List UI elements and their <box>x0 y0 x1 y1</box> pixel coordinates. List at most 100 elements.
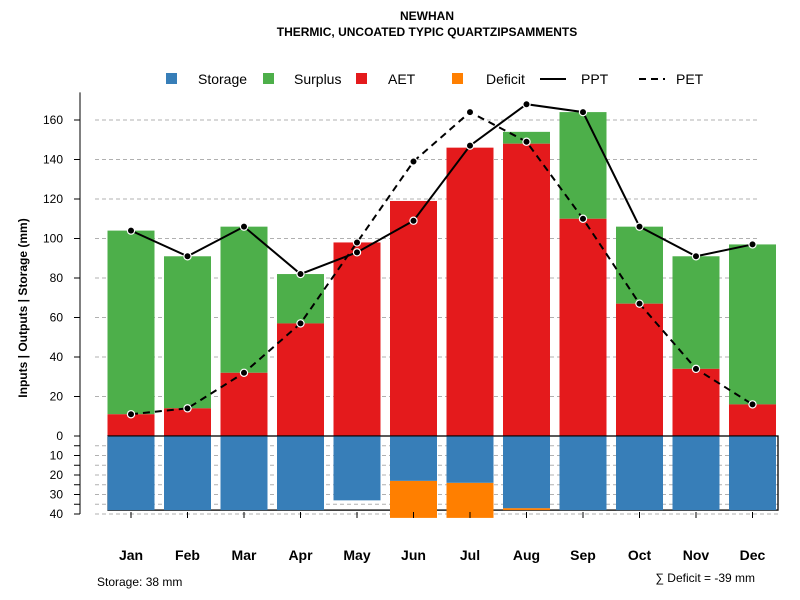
ppt-point-dec <box>748 240 757 249</box>
ppt-point-may <box>352 248 362 257</box>
y-tick-label: 140 <box>43 153 63 167</box>
aet-bar-sep <box>559 218 607 436</box>
ppt-point-apr <box>296 269 305 279</box>
legend: Storage Surplus AET Deficit PPT PET <box>166 71 704 87</box>
storage-bar-dec <box>729 436 776 511</box>
ppt-point-jun <box>409 216 418 225</box>
storage-bar-sep <box>559 436 607 511</box>
ppt-point-sep <box>578 107 588 117</box>
pet-point-jun <box>409 157 418 166</box>
ppt-point-nov <box>691 252 701 261</box>
ppt-point-oct <box>635 222 644 231</box>
aet-bar-feb <box>164 408 211 436</box>
legend-label-aet: AET <box>388 71 416 87</box>
chart-subtitle: THERMIC, UNCOATED TYPIC QUARTZIPSAMMENTS <box>277 25 577 39</box>
ppt-point-mar <box>239 222 249 231</box>
legend-swatch-deficit <box>452 73 463 84</box>
x-tick-label-sep: Sep <box>570 547 596 563</box>
x-tick-label-feb: Feb <box>175 547 200 563</box>
x-tick-label-jan: Jan <box>119 547 143 563</box>
pet-point-mar <box>239 368 249 377</box>
y-tick-label: 0 <box>56 429 63 443</box>
pet-point-dec <box>748 400 757 409</box>
y-tick-label: 160 <box>43 113 63 127</box>
pet-point-jan <box>126 410 136 419</box>
surplus-bar-feb <box>164 256 211 409</box>
surplus-bar-apr <box>277 274 324 324</box>
x-tick-label-aug: Aug <box>513 547 540 563</box>
legend-label-pet: PET <box>676 71 704 87</box>
pet-line <box>130 110 754 416</box>
x-tick-label-nov: Nov <box>683 547 710 563</box>
pet-point-jul <box>465 107 475 117</box>
series-lines <box>126 99 757 419</box>
x-tick-label-dec: Dec <box>740 547 766 563</box>
aet-bar-jan <box>107 414 155 436</box>
deficit-bar-aug <box>503 508 550 511</box>
x-tick-label-apr: Apr <box>288 547 313 563</box>
storage-bar-oct <box>616 436 663 511</box>
storage-bar-jun <box>390 436 437 481</box>
storage-bar-jul <box>446 436 494 483</box>
bars <box>107 112 779 518</box>
deficit-bar-jun <box>390 480 437 518</box>
ppt-point-aug <box>522 99 531 109</box>
aet-bar-apr <box>277 323 324 436</box>
surplus-bar-mar <box>220 226 268 373</box>
aet-bar-aug <box>503 143 550 436</box>
aet-bar-mar <box>220 372 268 436</box>
storage-bar-feb <box>164 436 211 511</box>
y-axis-label: Inputs | Outputs | Storage (mm) <box>16 218 30 397</box>
storage-bar-aug <box>503 436 550 509</box>
y-tick-label-lower: 20 <box>50 468 64 482</box>
legend-label-surplus: Surplus <box>294 71 341 87</box>
legend-label-deficit: Deficit <box>486 71 525 87</box>
y-tick-label: 60 <box>50 311 64 325</box>
y-tick-label: 40 <box>50 350 64 364</box>
y-tick-label-lower: 30 <box>50 488 64 502</box>
aet-bar-may <box>333 242 381 436</box>
legend-swatch-aet <box>356 73 367 84</box>
legend-swatch-surplus <box>263 73 274 84</box>
pet-point-feb <box>183 404 192 413</box>
footer-storage: Storage: 38 mm <box>97 575 182 589</box>
pet-point-nov <box>691 364 701 374</box>
surplus-bar-jan <box>107 230 155 415</box>
y-tick-label: 120 <box>43 192 63 206</box>
ppt-point-feb <box>183 252 192 261</box>
axes: 0 20 40 60 80 100 120 140 160 10 20 30 40 Jan Feb Mar Ap… <box>43 92 778 563</box>
x-tick-label-jun: Jun <box>401 547 426 563</box>
y-tick-label-lower: 10 <box>50 449 64 463</box>
y-tick-label: 20 <box>50 390 64 404</box>
aet-bar-jul <box>446 147 494 436</box>
surplus-bar-sep <box>559 112 607 219</box>
surplus-bar-dec <box>729 244 776 405</box>
y-tick-label: 80 <box>50 271 64 285</box>
storage-bar-mar <box>220 436 268 511</box>
aet-bar-oct <box>616 303 663 436</box>
legend-label-ppt: PPT <box>581 71 609 87</box>
pet-point-may <box>352 238 362 247</box>
ppt-point-jul <box>465 141 475 150</box>
x-tick-label-may: May <box>343 547 370 563</box>
pet-point-aug <box>522 137 531 146</box>
pet-point-sep <box>578 214 588 223</box>
storage-bar-jan <box>107 436 155 511</box>
chart-title: NEWHAN <box>400 9 454 23</box>
y-tick-label: 100 <box>43 232 63 246</box>
legend-label-storage: Storage <box>198 71 247 87</box>
ppt-point-jan <box>126 226 136 235</box>
surplus-bar-nov <box>672 256 720 369</box>
aet-bar-dec <box>729 404 776 436</box>
aet-bar-jun <box>390 200 437 436</box>
pet-point-oct <box>635 299 644 308</box>
storage-bar-apr <box>277 436 324 511</box>
storage-bar-may <box>333 436 381 501</box>
pet-point-apr <box>296 319 305 328</box>
footer-deficit-sum: ∑ Deficit = -39 mm <box>655 571 755 585</box>
x-tick-label-mar: Mar <box>232 547 257 563</box>
aet-bar-nov <box>672 368 720 436</box>
ppt-line <box>130 103 753 276</box>
surplus-bar-oct <box>616 226 663 304</box>
